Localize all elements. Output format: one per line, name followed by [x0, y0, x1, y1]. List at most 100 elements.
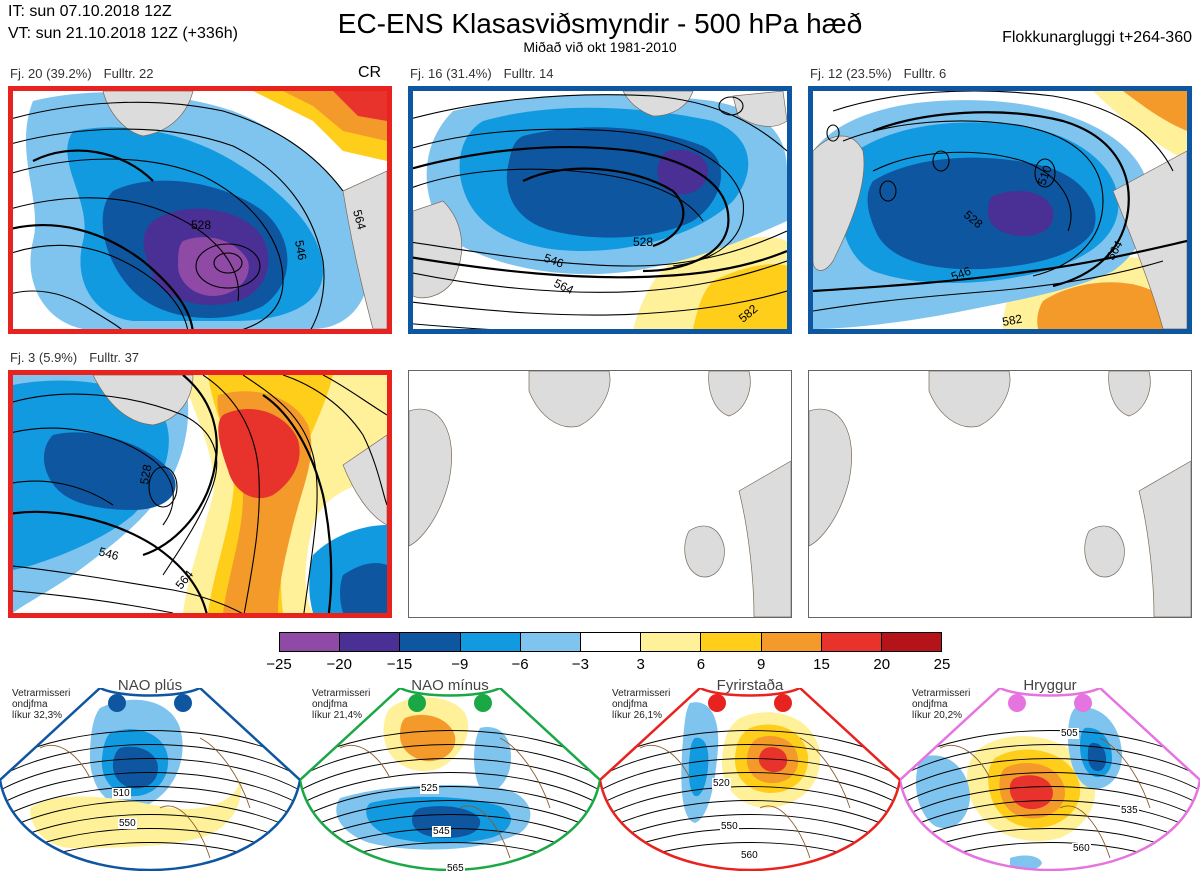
cluster-1-members: Fj. 20 (39.2%): [10, 66, 92, 81]
cluster-4-label: Fj. 3 (5.9%) Fulltr. 37: [10, 350, 139, 365]
page-subtitle: Miðað við okt 1981-2010: [523, 39, 677, 55]
colorbar-tick-label: −6: [511, 656, 529, 673]
regime-note-line: Vetrarmisseri: [312, 688, 371, 699]
valid-time: VT: sun 21.10.2018 12Z (+336h): [8, 25, 238, 42]
regime-note-line: ondjfma: [912, 699, 948, 710]
colorbar-segment: [760, 633, 821, 651]
cluster-1-regime-code: CR: [358, 64, 382, 81]
colorbar-segment: [579, 633, 641, 651]
colorbar-tick-label: 20: [873, 656, 891, 673]
contour-label: 546: [949, 264, 973, 284]
regime-contour-label: 560: [1072, 843, 1091, 854]
colorbar-tick-label: 15: [813, 656, 830, 673]
regime-title: Fyrirstaða: [716, 677, 784, 694]
colorbar-tick-label: 9: [757, 656, 766, 673]
regime-marker-dot: [174, 694, 192, 712]
regime-contour-label: 505: [1060, 728, 1079, 739]
regime-panel: 520 550 560: [598, 686, 902, 872]
regime-note: Vetrarmisseri ondjfma líkur 32,3%: [12, 688, 70, 721]
cluster-2-members: Fj. 16 (31.4%): [410, 66, 492, 81]
regime-contour-label: 520: [712, 778, 731, 789]
colorbar-tick-label: 25: [933, 656, 951, 673]
regime-note-line: ondjfma: [612, 699, 648, 710]
contour-label: 528: [191, 218, 211, 232]
colorbar-tick-label: −15: [386, 656, 413, 673]
cluster-3-label: Fj. 12 (23.5%) Fulltr. 6: [810, 66, 946, 81]
colorbar-segment: [700, 633, 761, 651]
contour-label: 528: [633, 235, 653, 249]
regime-note-line: Vetrarmisseri: [612, 688, 671, 699]
colorbar-tick-label: −20: [326, 656, 352, 673]
colorbar-segment: [339, 633, 400, 651]
regime-note: Vetrarmisseri ondjfma líkur 26,1%: [612, 688, 670, 721]
contour-label: 528: [137, 463, 154, 485]
colorbar-segment: [640, 633, 701, 651]
colorbar-tick-label: −25: [266, 656, 292, 673]
cluster-4-map: 528 546 564: [8, 370, 392, 618]
regime-contour-label: 565: [446, 863, 465, 874]
regime-note-line: ondjfma: [12, 699, 48, 710]
regime-marker-dot: [1008, 694, 1026, 712]
regime-title: NAO plús: [117, 677, 183, 694]
colorbar-segment: [880, 633, 942, 651]
regime-contour-label: 560: [740, 850, 759, 861]
cluster-2-label: Fj. 16 (31.4%) Fulltr. 14: [410, 66, 554, 81]
cluster-1-map: 528 546 564: [8, 86, 392, 334]
regime-panel: 525 545 565: [298, 686, 602, 874]
regime-marker-dot: [708, 694, 726, 712]
regime-marker-dot: [108, 694, 126, 712]
regime-contour-label: 510: [112, 788, 131, 799]
cluster-4-members: Fj. 3 (5.9%): [10, 350, 78, 365]
regime-marker-dot: [474, 694, 492, 712]
regime-marker-dot: [408, 694, 426, 712]
regime-title: Hryggur: [1023, 677, 1077, 694]
colorbar-segment: [820, 633, 881, 651]
colorbar-tick-label: −9: [451, 656, 469, 673]
regime-title: NAO mínus: [411, 677, 489, 694]
colorbar-segment: [399, 633, 460, 651]
colorbar: [279, 632, 942, 652]
cluster-1-label: Fj. 20 (39.2%) Fulltr. 22: [10, 66, 154, 81]
regime-probability: líkur 20,2%: [912, 710, 963, 721]
colorbar-segment: [280, 633, 340, 651]
regime-contour-label: 550: [720, 821, 739, 832]
init-time: IT: sun 07.10.2018 12Z: [8, 3, 172, 20]
regime-contour-label: 535: [1120, 805, 1139, 816]
cluster-1-representative: Fulltr. 22: [103, 66, 154, 81]
contour-label: 546: [292, 239, 309, 261]
regime-panel: 505 535 560: [898, 686, 1200, 872]
empty-map-panel: [408, 370, 792, 618]
colorbar-segment: [519, 633, 580, 651]
regime-probability: líkur 26,1%: [612, 710, 663, 721]
regime-probability: líkur 21,4%: [312, 710, 363, 721]
colorbar-tick-label: −3: [571, 656, 589, 673]
cluster-3-map: 510 528 546 564 582: [808, 86, 1192, 334]
cluster-3-representative: Fulltr. 6: [903, 66, 947, 81]
empty-map-panel: [808, 370, 1192, 618]
regime-probability: líkur 32,3%: [12, 710, 63, 721]
colorbar-tick-label: 6: [696, 656, 706, 673]
contour-label: 510: [1035, 163, 1055, 187]
regime-note-line: ondjfma: [312, 699, 348, 710]
regime-note-line: Vetrarmisseri: [912, 688, 971, 699]
cluster-3-members: Fj. 12 (23.5%): [810, 66, 892, 81]
regime-marker-dot: [1074, 694, 1092, 712]
cluster-4-representative: Fulltr. 37: [89, 350, 140, 365]
cluster-window: Flokkunargluggi t+264-360: [1002, 29, 1192, 46]
contour-label: 582: [1001, 312, 1023, 329]
regime-panel: 510 550: [0, 686, 302, 872]
contour-label: 546: [542, 251, 566, 271]
regime-note-line: Vetrarmisseri: [12, 688, 71, 699]
regime-contour-label: 545: [432, 826, 451, 837]
contour-label: 564: [350, 208, 369, 231]
contour-label: 546: [97, 544, 120, 563]
cluster-2-representative: Fulltr. 14: [503, 66, 554, 81]
colorbar-segment: [459, 633, 520, 651]
regime-contour-label: 550: [118, 818, 137, 829]
regime-contour-label: 525: [420, 783, 439, 794]
cluster-2-map: 528 546 564 582: [408, 86, 792, 334]
regime-marker-dot: [774, 694, 792, 712]
regime-note: Vetrarmisseri ondjfma líkur 21,4%: [312, 688, 370, 721]
regime-note: Vetrarmisseri ondjfma líkur 20,2%: [912, 688, 970, 721]
colorbar-tick-label: 3: [636, 656, 645, 673]
